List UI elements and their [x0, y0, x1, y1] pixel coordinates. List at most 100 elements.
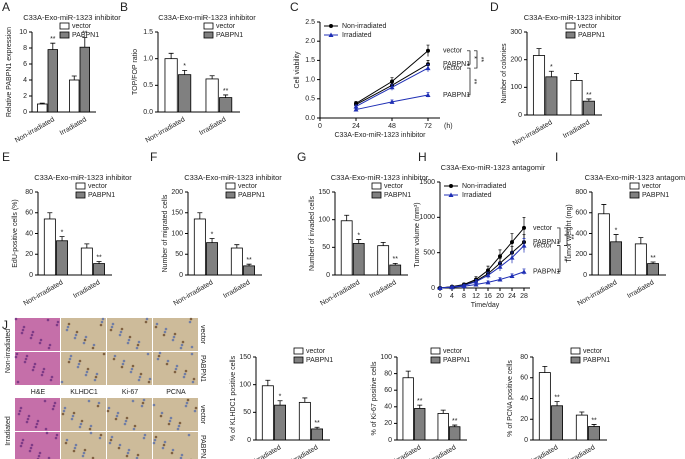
cell	[184, 369, 188, 373]
x-tick-label: Irradiated	[567, 444, 596, 459]
error-bar	[392, 262, 398, 266]
cell	[16, 380, 20, 384]
x-axis-label: Time/day	[471, 302, 500, 309]
cell	[51, 407, 55, 411]
cell	[56, 320, 60, 324]
cell	[146, 352, 150, 356]
x-tick-label: Irradiated	[222, 279, 251, 300]
chart-title: C33A-Exo-miR-1323 inhibitor	[524, 13, 622, 22]
panel-label: A	[2, 0, 10, 14]
error-bar	[574, 73, 579, 81]
cell	[37, 454, 41, 458]
cell	[23, 360, 27, 364]
cell	[125, 454, 129, 458]
legend-swatch	[75, 191, 86, 199]
significance: *	[550, 64, 553, 71]
point	[353, 107, 359, 112]
cell	[41, 370, 45, 374]
cell	[47, 346, 51, 350]
cell	[139, 372, 143, 376]
y-tick-label: 400	[575, 230, 587, 237]
significance: *	[211, 231, 214, 238]
cell	[121, 362, 125, 366]
cell	[38, 451, 42, 455]
legend-swatch	[430, 356, 441, 364]
line-end-label: PABPN1	[443, 92, 470, 99]
cell	[70, 417, 74, 421]
bar	[532, 55, 546, 116]
cell	[153, 438, 157, 442]
legend-label: vector	[306, 348, 326, 355]
cell	[66, 325, 70, 329]
bar	[56, 240, 69, 276]
cell	[31, 368, 35, 372]
y-tick-label: 60	[520, 375, 528, 382]
line-end-label: PABPN1	[533, 269, 560, 276]
error-bar	[209, 238, 215, 243]
y-tick-label: 20	[25, 251, 33, 258]
point	[485, 279, 491, 285]
cell	[45, 431, 49, 435]
cell	[154, 325, 158, 329]
bar	[178, 74, 192, 113]
bar	[449, 426, 461, 441]
cell	[157, 354, 161, 358]
y-tick-label: 40	[25, 230, 33, 237]
cell	[177, 424, 181, 428]
bar	[610, 241, 623, 276]
x-tick-label: 48	[388, 123, 396, 130]
significance: *	[470, 56, 477, 59]
legend-swatch	[203, 31, 214, 39]
cell	[120, 365, 124, 369]
y-tick-label: 0	[23, 109, 27, 116]
y-tick-label: 1.0	[305, 76, 315, 83]
cell	[48, 343, 52, 347]
cell	[99, 323, 103, 327]
y-tick-label: 0	[524, 437, 528, 444]
bar	[582, 100, 595, 116]
significance: **	[554, 394, 560, 401]
cell	[133, 424, 137, 428]
cell	[47, 456, 51, 459]
y-tick-label: 300	[510, 29, 522, 36]
cell	[55, 323, 59, 327]
legend-label: Non-irradiated	[342, 23, 386, 30]
line-end-label: PABPN1	[443, 61, 470, 68]
cell	[94, 375, 98, 379]
cell	[74, 333, 78, 337]
cell	[19, 406, 23, 410]
cell	[109, 438, 113, 442]
bar	[634, 243, 647, 276]
cell	[83, 448, 87, 452]
bar	[205, 78, 219, 113]
y-tick-label: 80	[520, 354, 528, 361]
bar	[570, 80, 583, 116]
legend-label: PABPN1	[583, 357, 610, 364]
cell	[62, 409, 66, 413]
point	[329, 24, 333, 28]
histology-image	[153, 398, 198, 431]
cell	[32, 365, 36, 369]
cell	[97, 401, 101, 405]
bar	[575, 414, 588, 441]
error-bar	[47, 212, 53, 219]
cell	[178, 421, 182, 425]
point	[509, 255, 515, 260]
cell	[85, 370, 89, 374]
legend-label: vector	[642, 183, 662, 190]
bar	[43, 218, 56, 276]
error-bar	[82, 37, 88, 48]
chart-title: C33A-Exo-miR-1323 inhibitor	[184, 173, 282, 182]
x-tick-label: Irradiated	[428, 444, 457, 459]
cell	[130, 367, 134, 371]
cell	[143, 433, 147, 437]
cell	[118, 443, 122, 447]
legend-swatch	[225, 182, 236, 190]
cell	[108, 441, 112, 445]
line-end-label: vector	[443, 48, 463, 55]
bar	[193, 218, 206, 276]
chart-title: C33A-Exo-miR-1323 antagomir	[585, 173, 685, 182]
cell	[131, 364, 135, 368]
histology-image	[61, 352, 106, 385]
cell	[187, 433, 191, 437]
